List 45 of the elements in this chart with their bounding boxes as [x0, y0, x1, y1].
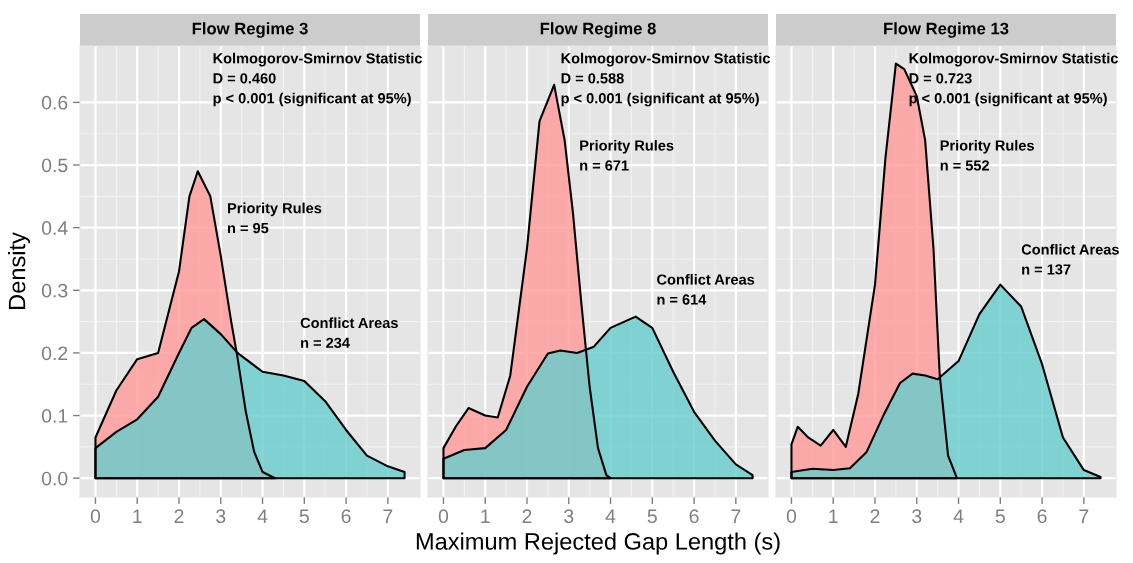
chart-title: Flow Regime 3	[192, 22, 308, 38]
x-tick-label: 4	[257, 509, 268, 523]
annotation: Conflict Areas n = 234	[300, 317, 398, 349]
x-tick-label: 5	[995, 509, 1005, 524]
x-tick-label: 6	[1037, 509, 1047, 524]
y-tick-label: 0.0	[41, 471, 68, 486]
x-tick-label: 7	[731, 509, 741, 523]
x-tick-label: 0	[90, 509, 101, 524]
x-tick-label: 1	[481, 509, 490, 523]
x-tick-label: 7	[383, 509, 393, 523]
x-tick-label: 3	[564, 509, 574, 524]
x-tick-label: 6	[341, 509, 351, 524]
y-tick-label: 0.2	[41, 346, 68, 361]
chart-title: Flow Regime 13	[884, 22, 1009, 38]
x-tick-label: 5	[299, 509, 309, 524]
x-tick-label: 2	[522, 509, 532, 523]
x-tick-label: 4	[953, 509, 964, 523]
annotation: Conflict Areas n = 614	[657, 274, 755, 305]
x-tick-label: 7	[1079, 509, 1089, 523]
y-tick-label: 0.4	[41, 221, 68, 235]
annotation: Priority Rules n = 95	[227, 202, 322, 234]
annotation: Priority Rules n = 552	[940, 139, 1034, 171]
x-tick-label: 4	[605, 509, 616, 523]
chart-title: Flow Regime 8	[540, 22, 656, 38]
x-tick-label: 1	[829, 509, 838, 523]
x-tick-label: 3	[216, 509, 226, 524]
y-tick-label: 0.6	[41, 95, 68, 110]
annotation: Priority Rules n = 671	[580, 139, 674, 171]
x-axis-title: Maximum Rejected Gap Length (s)	[416, 532, 780, 555]
annotation: Kolmogorov-Smirnov Statistic D = 0.723 p < 0.001 (significant at 95%)	[909, 52, 1119, 107]
annotation: Kolmogorov-Smirnov Statistic D = 0.588 p < 0.001 (significant at 95%)	[561, 52, 771, 107]
x-tick-label: 0	[786, 509, 797, 524]
x-tick-label: 5	[647, 509, 657, 524]
y-tick-label: 0.1	[41, 409, 68, 423]
annotation: Kolmogorov-Smirnov Statistic D = 0.460 p < 0.001 (significant at 95%)	[213, 52, 423, 107]
y-axis-title: Density	[8, 232, 31, 309]
x-tick-label: 0	[438, 509, 449, 524]
x-tick-label: 6	[689, 509, 699, 524]
x-tick-label: 2	[870, 509, 880, 523]
annotation: Conflict Areas n = 137	[1021, 243, 1119, 275]
x-tick-label: 1	[133, 509, 142, 523]
x-tick-label: 2	[174, 509, 184, 523]
y-tick-label: 0.5	[41, 158, 68, 173]
x-tick-label: 3	[912, 509, 922, 524]
y-tick-label: 0.3	[41, 283, 68, 298]
